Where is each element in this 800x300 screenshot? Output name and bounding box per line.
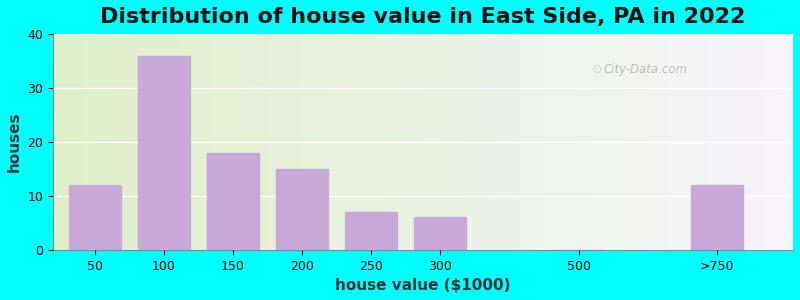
Bar	[138, 56, 190, 250]
Title: Distribution of house value in East Side, PA in 2022: Distribution of house value in East Side…	[100, 7, 746, 27]
Bar	[414, 218, 466, 250]
Bar	[276, 169, 328, 250]
Bar	[69, 185, 121, 250]
Bar	[346, 212, 397, 250]
Y-axis label: houses: houses	[7, 112, 22, 172]
Text: ⊙: ⊙	[592, 63, 602, 76]
X-axis label: house value ($1000): house value ($1000)	[335, 278, 511, 293]
Bar	[207, 153, 259, 250]
Text: City-Data.com: City-Data.com	[603, 63, 687, 76]
Bar	[691, 185, 743, 250]
